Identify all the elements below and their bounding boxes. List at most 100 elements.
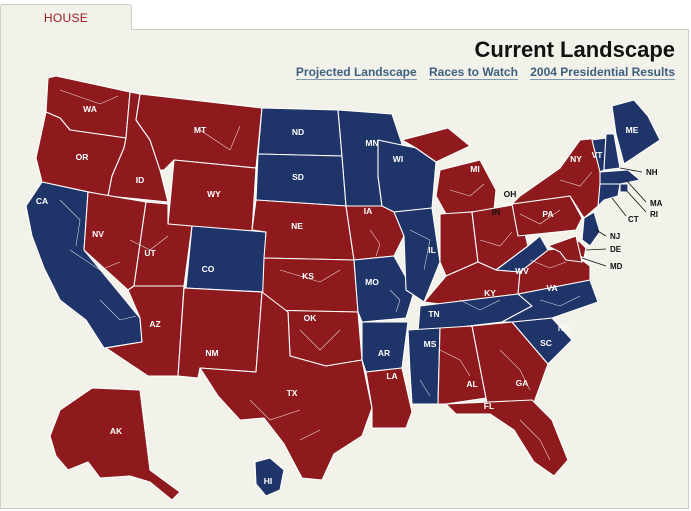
state-label-mt: MT (194, 125, 207, 135)
state-la[interactable] (365, 367, 413, 429)
leader-line-de (585, 248, 607, 251)
state-co[interactable] (185, 225, 267, 293)
state-nc[interactable] (501, 279, 599, 323)
state-label-ne: NE (291, 221, 303, 231)
state-label-al: AL (466, 379, 477, 389)
state-label-mo: MO (365, 277, 379, 287)
state-ak[interactable] (49, 387, 181, 501)
state-label-nj: NJ (610, 232, 620, 241)
state-label-va: VA (546, 283, 557, 293)
state-fl[interactable] (445, 399, 569, 477)
district-boundary (409, 229, 431, 271)
state-label-il: IL (428, 245, 436, 255)
state-label-ri: RI (650, 210, 658, 219)
district-boundary (129, 235, 169, 251)
link-projected-landscape[interactable]: Projected Landscape (295, 65, 417, 80)
state-label-in: IN (492, 207, 501, 217)
state-ct[interactable] (597, 183, 621, 207)
state-label-la: LA (386, 371, 397, 381)
state-tx[interactable] (199, 291, 373, 481)
state-label-wa: WA (83, 104, 97, 114)
state-label-sd: SD (292, 172, 304, 182)
district-boundary (299, 429, 321, 441)
state-label-ga: GA (516, 378, 529, 388)
state-label-mn: MN (365, 138, 378, 148)
district-boundary (59, 199, 81, 247)
state-label-id: ID (136, 175, 145, 185)
state-label-fl: FL (484, 401, 494, 411)
state-label-nc: NC (558, 323, 570, 333)
state-label-sc: SC (540, 338, 552, 348)
state-label-ny: NY (570, 154, 582, 164)
state-label-ma: MA (650, 199, 663, 208)
state-label-hi: HI (264, 476, 273, 486)
state-ms[interactable] (407, 327, 441, 405)
state-mo[interactable] (353, 255, 415, 323)
state-label-ca: CA (36, 196, 48, 206)
state-ne[interactable] (251, 199, 355, 261)
state-label-oh: OH (504, 189, 517, 199)
state-wv[interactable] (495, 235, 549, 273)
district-boundary (519, 209, 561, 225)
state-label-md: MD (610, 262, 623, 271)
state-label-ut: UT (144, 248, 156, 258)
district-boundary (519, 419, 551, 461)
district-boundary (299, 329, 341, 351)
leader-line-ri (625, 189, 647, 213)
state-label-de: DE (610, 245, 622, 254)
district-boundary (529, 259, 567, 269)
leader-line-nh (619, 167, 643, 173)
district-boundary (59, 89, 119, 105)
state-label-wi: WI (393, 154, 403, 164)
state-label-wv: WV (515, 266, 529, 276)
state-hi[interactable] (254, 457, 285, 497)
district-boundary (389, 289, 401, 313)
district-boundary (449, 183, 485, 197)
state-ma[interactable] (599, 169, 641, 185)
district-boundary (419, 379, 431, 397)
link-races-to-watch[interactable]: Races to Watch (428, 65, 518, 80)
state-label-ar: AR (378, 348, 390, 358)
district-boundary (479, 231, 513, 247)
leader-line-ma (625, 179, 647, 203)
link-2004-presidential-results[interactable]: 2004 Presidential Results (530, 65, 675, 80)
state-label-ct: CT (628, 215, 639, 224)
state-label-ky: KY (484, 288, 496, 298)
district-boundary (499, 349, 531, 391)
state-nm[interactable] (177, 287, 263, 379)
page-title: Current Landscape (474, 37, 676, 62)
state-ar[interactable] (361, 321, 409, 373)
state-label-ok: OK (304, 313, 318, 323)
state-label-tn: TN (428, 309, 439, 319)
state-md[interactable] (547, 235, 583, 263)
state-label-vt: VT (592, 150, 604, 160)
state-label-ks: KS (302, 271, 314, 281)
district-boundary (459, 299, 501, 311)
district-boundary (279, 269, 341, 283)
state-label-ak: AK (110, 426, 123, 436)
state-label-nm: NM (205, 348, 218, 358)
state-nj[interactable] (581, 211, 601, 247)
state-label-co: CO (202, 264, 215, 274)
state-label-or: OR (76, 152, 89, 162)
state-label-pa: PA (542, 209, 553, 219)
state-label-az: AZ (149, 319, 160, 329)
state-al[interactable] (437, 325, 487, 405)
state-label-ia: IA (364, 206, 373, 216)
leader-line-md (581, 257, 607, 267)
district-boundary (69, 249, 121, 271)
state-me[interactable] (611, 99, 661, 165)
district-boundary (559, 171, 593, 187)
state-label-wy: WY (207, 189, 221, 199)
district-boundary (249, 399, 301, 421)
district-boundary (199, 125, 241, 151)
district-boundary (539, 295, 581, 307)
state-label-nv: NV (92, 229, 104, 239)
leader-line-nj (595, 229, 607, 237)
tab-house[interactable]: HOUSE (0, 4, 132, 30)
leader-line-ct (611, 197, 627, 217)
state-label-nh: NH (646, 168, 658, 177)
state-label-mi: MI (470, 164, 479, 174)
district-boundary (369, 229, 381, 257)
